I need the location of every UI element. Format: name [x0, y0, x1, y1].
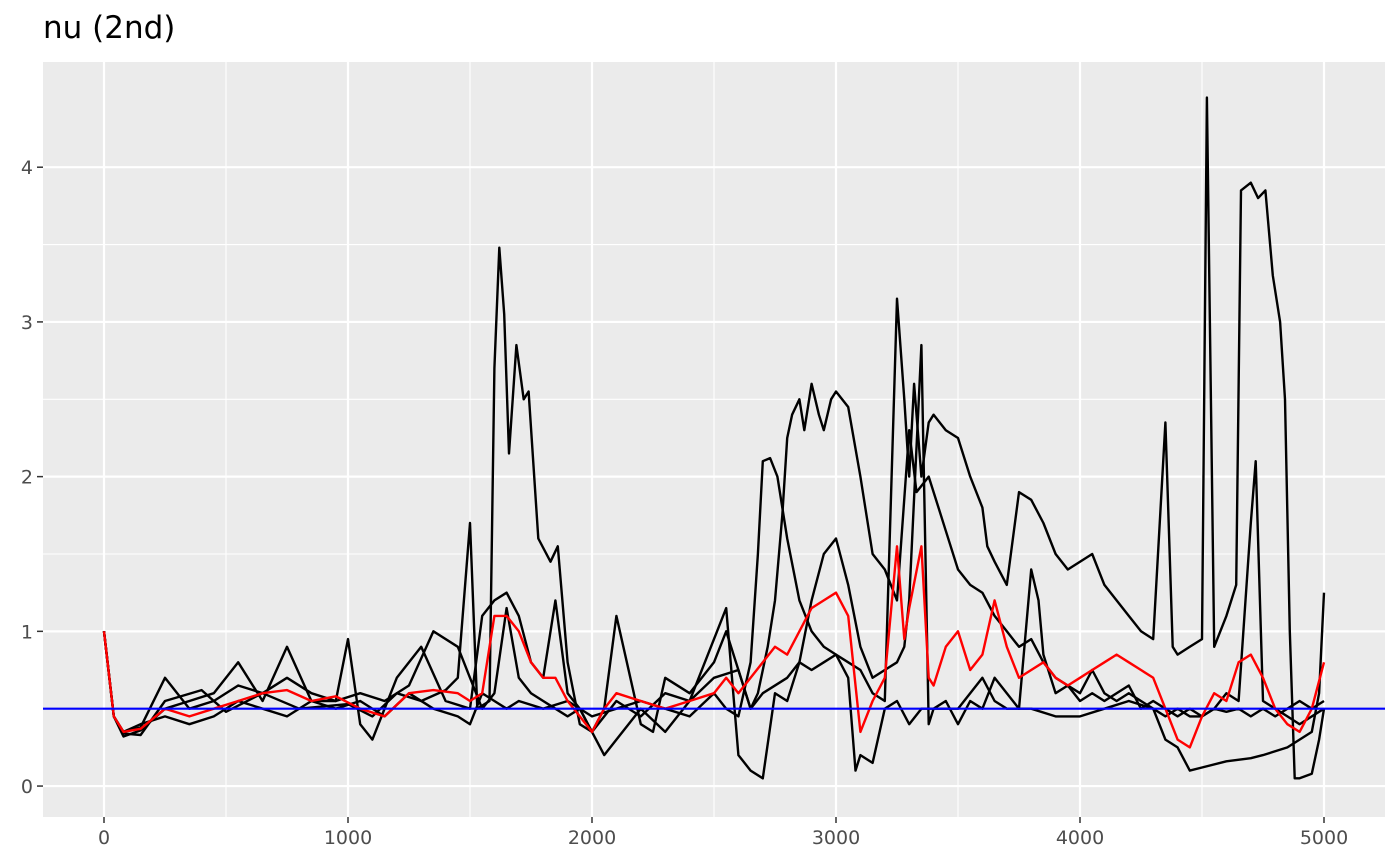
- chart-title: nu (2nd): [43, 10, 176, 46]
- x-tick-label: 3000: [812, 827, 860, 849]
- x-tick-label: 2000: [568, 827, 616, 849]
- x-tick-label: 4000: [1056, 827, 1104, 849]
- series-line-red: [102, 545, 1326, 749]
- x-axis: 0 1000 2000 3000 4000 5000: [98, 817, 1348, 849]
- series-line-3: [102, 96, 1326, 780]
- y-tick-label: 0: [21, 776, 33, 798]
- series-layer: [102, 96, 1326, 780]
- y-tick-label: 4: [21, 157, 33, 179]
- series-line-4: [102, 343, 1325, 780]
- x-tick-label: 1000: [324, 827, 372, 849]
- x-tick-label: 0: [98, 827, 110, 849]
- y-axis: 0 1 2 3 4: [21, 157, 43, 798]
- y-tick-label: 3: [21, 312, 33, 334]
- x-tick-label: 5000: [1300, 827, 1348, 849]
- y-tick-label: 2: [21, 467, 33, 489]
- grid-major: [43, 62, 1385, 817]
- y-tick-label: 1: [21, 621, 33, 643]
